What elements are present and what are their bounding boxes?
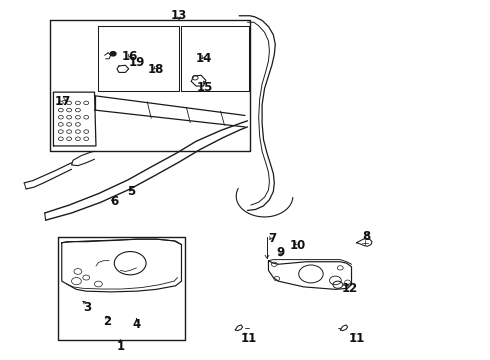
Text: 10: 10 <box>290 239 306 252</box>
Text: 11: 11 <box>241 332 257 345</box>
Text: 4: 4 <box>132 318 141 331</box>
Text: 13: 13 <box>171 9 187 22</box>
Text: 7: 7 <box>268 231 276 244</box>
Text: 15: 15 <box>197 81 213 94</box>
Text: 6: 6 <box>110 195 119 208</box>
Text: 3: 3 <box>84 301 92 314</box>
Text: 9: 9 <box>276 246 284 259</box>
Text: 11: 11 <box>348 332 365 345</box>
Text: 2: 2 <box>103 315 111 328</box>
Text: 17: 17 <box>55 95 72 108</box>
Text: 1: 1 <box>116 340 124 353</box>
Circle shape <box>110 51 116 56</box>
Text: 5: 5 <box>127 185 136 198</box>
Text: 8: 8 <box>362 230 370 243</box>
Text: 12: 12 <box>342 282 358 295</box>
Text: 18: 18 <box>148 63 164 76</box>
Text: 14: 14 <box>196 52 212 65</box>
Text: 19: 19 <box>128 56 145 69</box>
Text: 16: 16 <box>122 50 138 63</box>
